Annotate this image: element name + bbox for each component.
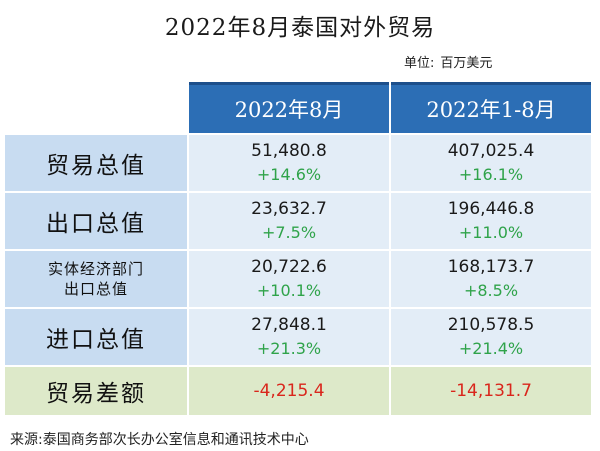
- header-corner: [5, 82, 187, 133]
- cell-aug: -4,215.4: [189, 367, 389, 415]
- table-row-balance: 贸易差额 -4,215.4 -14,131.7: [5, 367, 591, 415]
- column-header-aug: 2022年8月: [189, 82, 389, 133]
- row-label-imports: 进口总值: [5, 309, 187, 365]
- growth-rate: +11.0%: [458, 223, 524, 242]
- growth-rate: +14.6%: [256, 165, 322, 184]
- page-title: 2022年8月泰国对外贸易: [164, 15, 436, 41]
- growth-rate: +16.1%: [458, 165, 524, 184]
- table-row: 进口总值 27,848.1 +21.3% 210,578.5 +21.4%: [5, 309, 591, 365]
- cell-aug: 51,480.8 +14.6%: [189, 135, 389, 191]
- cell-aug: 20,722.6 +10.1%: [189, 251, 389, 307]
- cell-ytd: 210,578.5 +21.4%: [391, 309, 591, 365]
- value: 20,722.6: [251, 257, 327, 277]
- row-label-real-sector-exports: 实体经济部门 出口总值: [5, 251, 187, 307]
- growth-rate: +21.3%: [256, 339, 322, 358]
- cell-ytd: 407,025.4 +16.1%: [391, 135, 591, 191]
- row-label-total-trade: 贸易总值: [5, 135, 187, 191]
- table-row: 贸易总值 51,480.8 +14.6% 407,025.4 +16.1%: [5, 135, 591, 191]
- unit-value: 百万美元: [440, 56, 493, 71]
- row-label-line2: 出口总值: [63, 280, 128, 298]
- value: -14,131.7: [450, 381, 532, 401]
- header-row: 2022年8月 2022年1-8月: [5, 82, 591, 133]
- growth-rate: +7.5%: [261, 223, 317, 242]
- value: 168,173.7: [447, 257, 535, 277]
- value: 196,446.8: [447, 199, 535, 219]
- unit-label: 单位:: [404, 56, 435, 71]
- source-note: 来源:泰国商务部次长办公室信息和通讯技术中心: [10, 432, 309, 448]
- cell-ytd: 196,446.8 +11.0%: [391, 193, 591, 249]
- row-label-line1: 实体经济部门: [47, 260, 144, 278]
- cell-ytd: 168,173.7 +8.5%: [391, 251, 591, 307]
- value: 51,480.8: [251, 141, 327, 161]
- table-row: 实体经济部门 出口总值 20,722.6 +10.1% 168,173.7 +8…: [5, 251, 591, 307]
- growth-rate: +21.4%: [458, 339, 524, 358]
- row-label-exports: 出口总值: [5, 193, 187, 249]
- growth-rate: +8.5%: [463, 281, 519, 300]
- value: 210,578.5: [447, 315, 535, 335]
- table-row: 出口总值 23,632.7 +7.5% 196,446.8 +11.0%: [5, 193, 591, 249]
- unit-note: 单位: 百万美元: [404, 52, 492, 71]
- value: -4,215.4: [253, 381, 325, 401]
- growth-rate: +10.1%: [256, 281, 322, 300]
- cell-ytd: -14,131.7: [391, 367, 591, 415]
- row-label-trade-balance: 贸易差额: [5, 367, 187, 415]
- value: 23,632.7: [251, 199, 327, 219]
- value: 27,848.1: [251, 315, 327, 335]
- cell-aug: 27,848.1 +21.3%: [189, 309, 389, 365]
- cell-aug: 23,632.7 +7.5%: [189, 193, 389, 249]
- value: 407,025.4: [447, 141, 535, 161]
- trade-table: 2022年8月 2022年1-8月 贸易总值 51,480.8 +14.6% 4…: [3, 80, 593, 417]
- column-header-ytd: 2022年1-8月: [391, 82, 591, 133]
